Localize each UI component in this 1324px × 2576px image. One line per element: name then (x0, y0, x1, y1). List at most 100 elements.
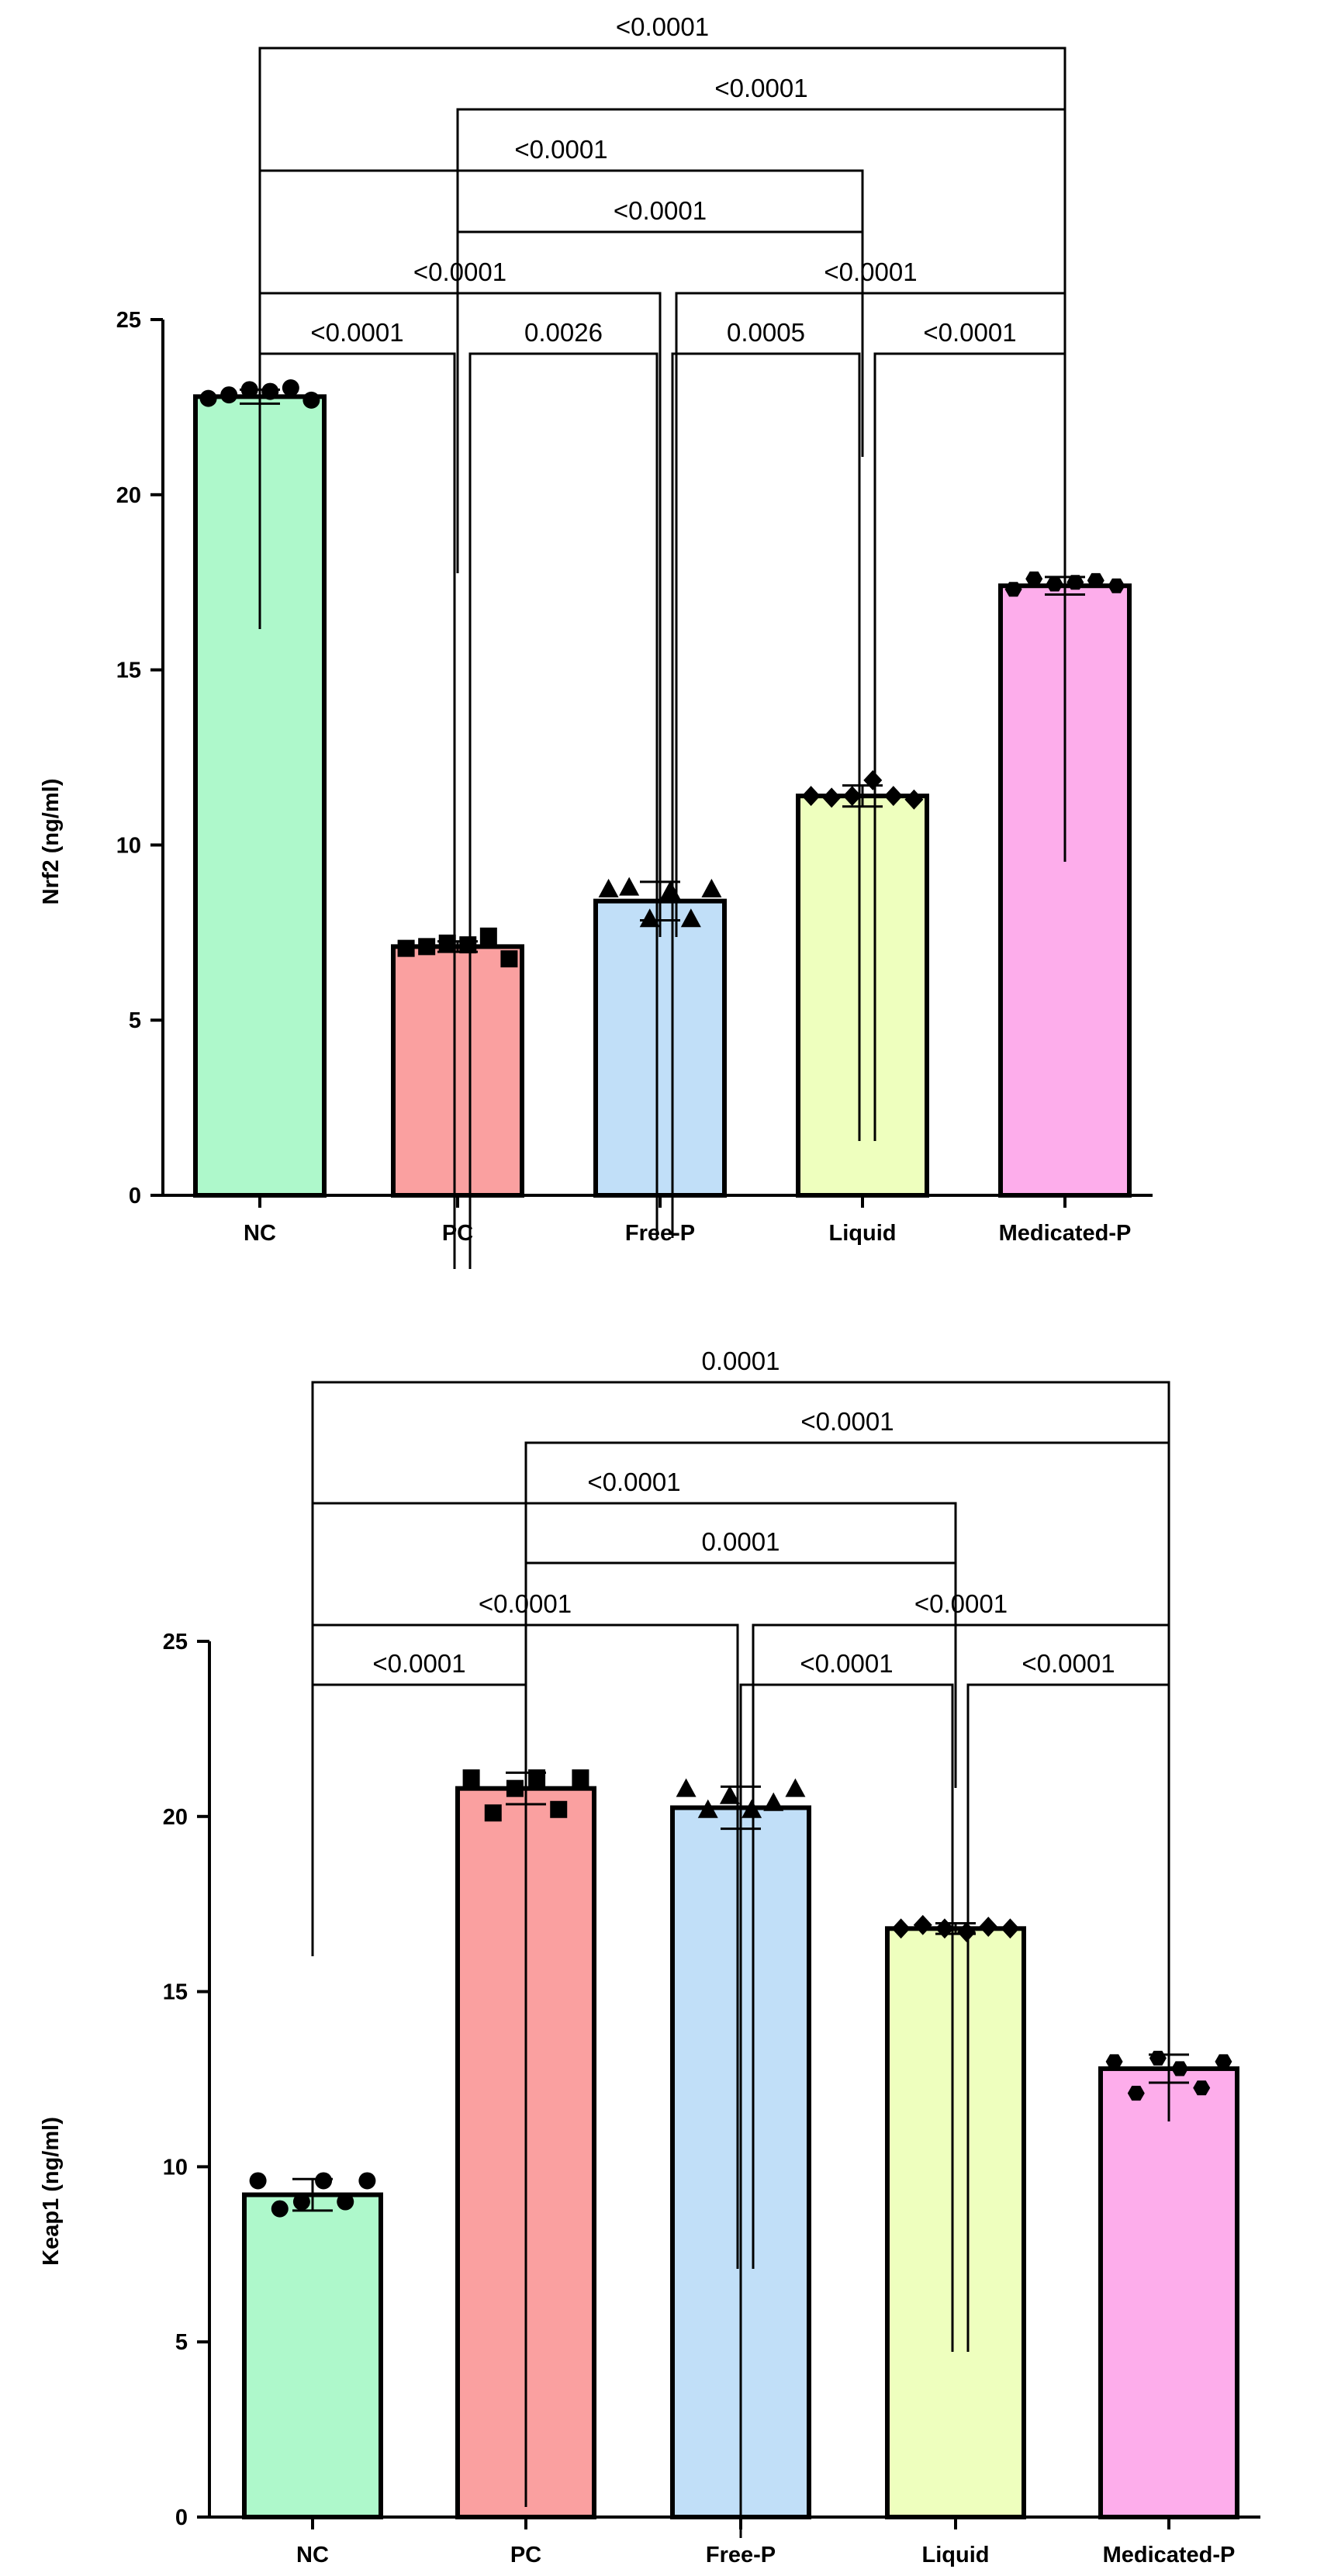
data-point (598, 878, 619, 897)
data-point (697, 1799, 718, 1818)
y-tick-label: 15 (163, 1980, 188, 2005)
y-tick-label: 25 (116, 308, 141, 333)
p-value-label: <0.0001 (514, 135, 607, 164)
p-value-label: <0.0001 (310, 318, 403, 347)
nrf2-chart: 0 5 10 15 20 25 Nrf2 (ng/ml) NC PC Free-P Liquid Me… (39, 12, 1153, 1269)
data-point (249, 2172, 267, 2190)
data-point (271, 2200, 289, 2218)
data-point (484, 1804, 502, 1822)
significance-bracket (456, 230, 864, 573)
y-tick-label: 0 (175, 2505, 188, 2530)
data-point (1004, 582, 1022, 597)
bar-liquid (885, 1926, 1026, 2519)
data-point (822, 787, 842, 808)
data-point (240, 381, 258, 399)
p-value-label: <0.0001 (479, 1589, 572, 1618)
p-value-label: <0.0001 (614, 196, 707, 225)
data-point (1025, 571, 1043, 586)
p-value-label: <0.0001 (587, 1468, 680, 1496)
x-tick-label: Free-P (706, 2543, 776, 2567)
bar-medicated-p (1098, 2066, 1239, 2519)
x-tick-label: Free-P (625, 1221, 695, 1246)
data-point (199, 389, 217, 407)
data-point (550, 1800, 568, 1818)
significance-bracket (966, 1683, 1170, 2352)
data-point (1087, 572, 1104, 588)
data-point (639, 908, 660, 928)
p-value-label: <0.0001 (714, 74, 807, 102)
data-point (842, 786, 862, 807)
data-point (1171, 2061, 1189, 2076)
y-tick-label: 20 (116, 483, 141, 508)
data-point (479, 927, 497, 945)
data-point (676, 1778, 697, 1797)
p-value-label: <0.0001 (616, 12, 709, 41)
significance-bracket (311, 1381, 1170, 1654)
data-point (418, 938, 436, 956)
data-point (763, 1792, 784, 1811)
data-point (1149, 2050, 1167, 2066)
bar-pc (391, 944, 524, 1198)
x-tick-label: PC (442, 1221, 473, 1246)
data-point (572, 1769, 589, 1787)
data-point (904, 789, 924, 810)
significance-bracket (311, 1502, 957, 1775)
data-point (1127, 2086, 1145, 2101)
x-tick-label: NC (244, 1221, 276, 1246)
p-value-label: <0.0001 (824, 258, 917, 286)
data-point (438, 934, 456, 952)
data-point (913, 1914, 932, 1935)
y-tick-label: 5 (175, 2330, 188, 2355)
x-tick-label: Liquid (829, 1221, 897, 1246)
x-tick-label: Medicated-P (999, 1221, 1132, 1246)
x-tick-label: Medicated-P (1103, 2543, 1236, 2567)
significance-bracket (258, 47, 1066, 323)
significance-bracket (258, 352, 456, 1269)
data-point (680, 908, 701, 928)
x-tick-label: Liquid (922, 2543, 990, 2567)
data-point (1046, 576, 1063, 592)
p-value-label: <0.0001 (372, 1649, 465, 1678)
data-point (358, 2172, 376, 2190)
data-point (619, 877, 640, 896)
y-axis-label: Nrf2 (ng/ml) (39, 779, 64, 905)
y-axis-label: Keap1 (ng/ml) (39, 2117, 64, 2266)
significance-bracket (311, 1683, 527, 2507)
data-point (891, 1918, 911, 1939)
x-tick-label: NC (296, 2543, 329, 2567)
p-value-label: <0.0001 (914, 1589, 1008, 1618)
bar-nc (242, 2192, 383, 2520)
data-point (397, 939, 415, 957)
data-point (1105, 2054, 1123, 2069)
data-point (1066, 575, 1084, 590)
data-point (785, 1778, 806, 1797)
y-tick-label: 20 (163, 1805, 188, 1830)
data-point (801, 786, 821, 807)
p-value-label: 0.0026 (524, 318, 603, 347)
y-tick-label: 0 (129, 1184, 141, 1208)
data-point (1193, 2080, 1211, 2096)
data-point (1215, 2054, 1232, 2069)
data-point (1001, 1918, 1020, 1939)
y-tick-label: 10 (116, 833, 141, 858)
p-value-label: 0.0001 (702, 1347, 780, 1375)
data-point (701, 878, 722, 897)
significance-bracket (739, 1683, 954, 2538)
p-value-label: 0.0001 (702, 1527, 780, 1556)
data-point (302, 391, 320, 409)
data-point (506, 1779, 524, 1797)
x-tick-label: PC (510, 2543, 541, 2567)
data-point (292, 2193, 310, 2211)
significance-bracket (873, 352, 1066, 1141)
bar-free-p (593, 898, 727, 1198)
y-tick-label: 5 (129, 1008, 141, 1033)
p-value-label: <0.0001 (923, 318, 1016, 347)
bar-liquid (796, 794, 929, 1198)
data-point (742, 1799, 762, 1818)
p-value-label: 0.0005 (727, 318, 805, 347)
data-point (282, 379, 299, 397)
data-point (261, 382, 279, 400)
data-point (528, 1769, 546, 1787)
data-point (719, 1785, 740, 1804)
